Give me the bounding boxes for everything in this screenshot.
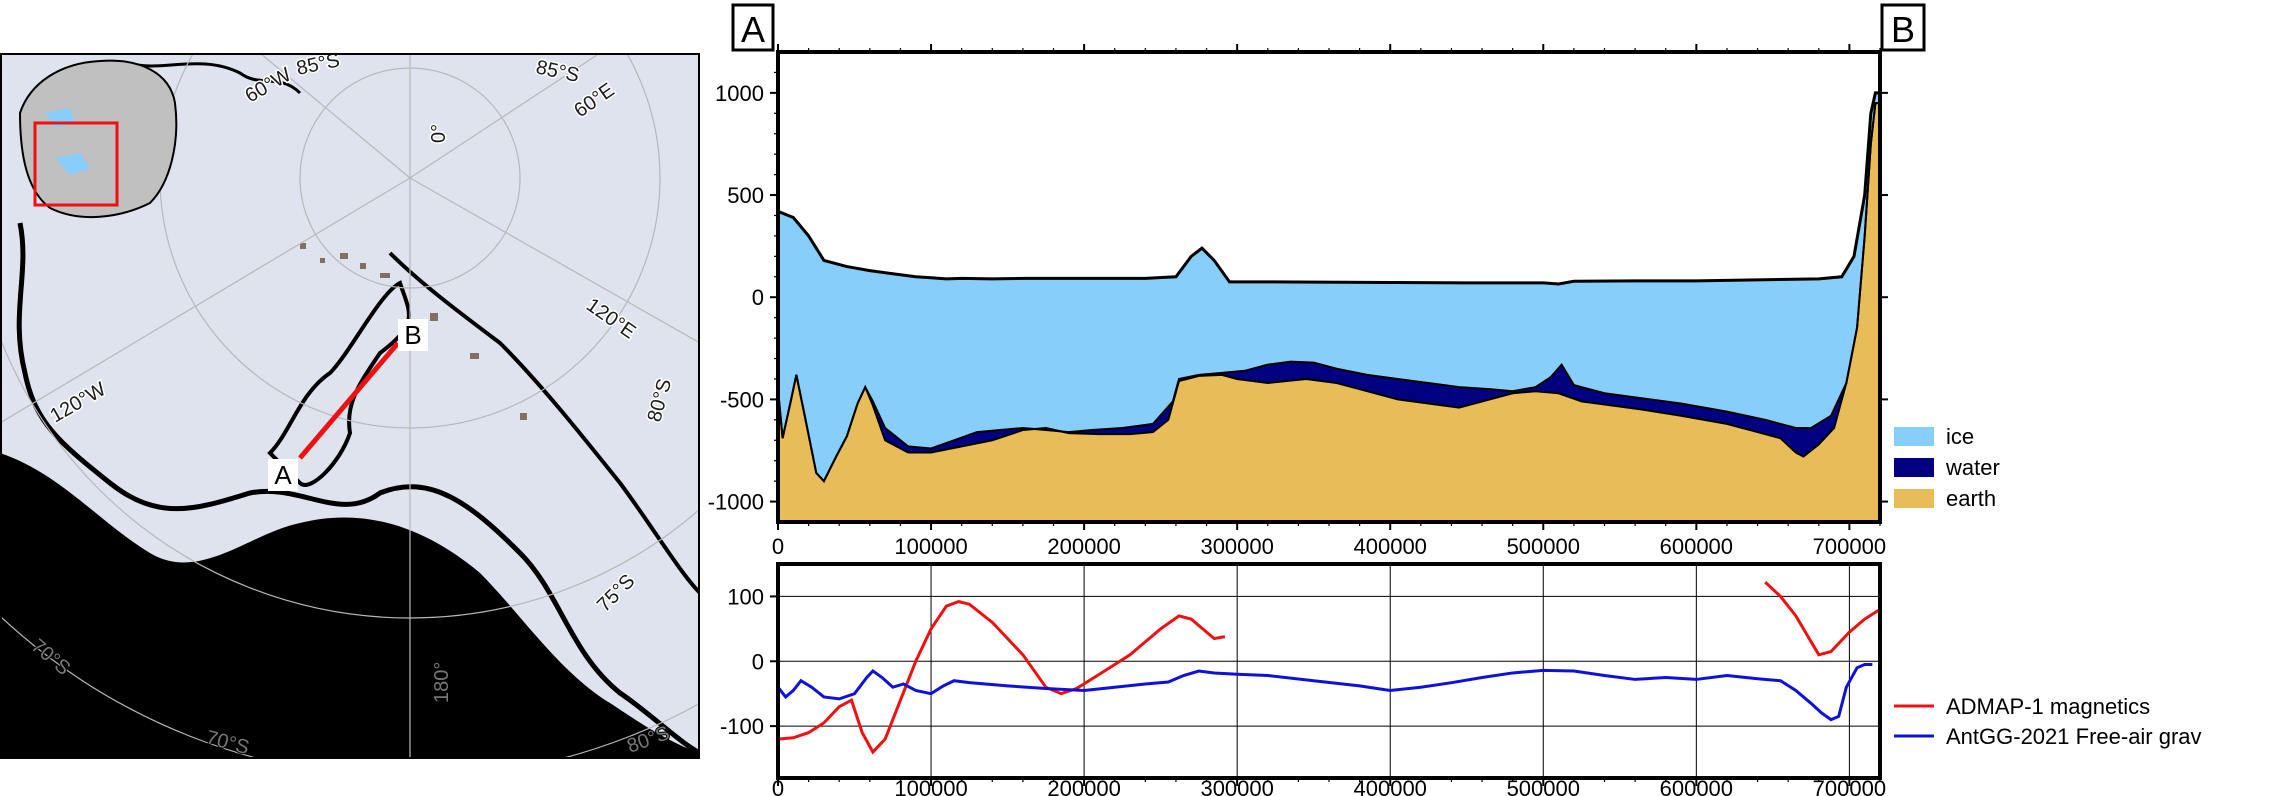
- legend-swatch-water: [1894, 458, 1934, 477]
- ice-layer: [778, 92, 1880, 482]
- x-tick-label: 200000: [1047, 776, 1120, 796]
- legend-label-0: ADMAP-1 magnetics: [1946, 694, 2150, 719]
- legend-label-1: AntGG-2021 Free-air grav: [1946, 724, 2202, 749]
- profile-label-b: B: [398, 319, 428, 351]
- x-tick-label: 700000: [1813, 776, 1886, 796]
- lon-label-180: 180°: [431, 662, 453, 703]
- series-line-gravity-0: [778, 663, 1873, 722]
- cross-section-chart: 0 100000 200000 300000 400000 500000 600000 700…: [708, 44, 2000, 559]
- series-line-magnetics-0: [778, 600, 1226, 755]
- y-tick-label: -100: [720, 714, 764, 739]
- y-tick-label: 1000: [715, 81, 764, 106]
- antarctica-inset-icon: [18, 59, 178, 218]
- x-tick-label: 500000: [1507, 776, 1580, 796]
- coastline: [16, 222, 700, 756]
- profile-label-a: A: [268, 459, 298, 491]
- legend-swatch-earth: [1894, 489, 1934, 508]
- x-tick-label: 400000: [1354, 776, 1427, 796]
- y-tick-label: -500: [720, 387, 764, 412]
- x-tick-label: 400000: [1354, 534, 1427, 559]
- legend-swatch-ice: [1894, 427, 1934, 446]
- x-tick-label: 0: [772, 776, 784, 796]
- coastline-east: [388, 251, 700, 595]
- rock-outcrops: [300, 243, 527, 420]
- svg-text:B: B: [404, 320, 421, 350]
- earth-layer: [778, 103, 1880, 522]
- legend-label-earth: earth: [1946, 486, 1996, 511]
- x-tick-label: 500000: [1507, 534, 1580, 559]
- anomaly-chart: 0 100000 200000 300000 400000 500000 600000 700…: [720, 562, 2202, 796]
- profile-line: [298, 341, 400, 460]
- series-group: [778, 581, 1880, 755]
- map-frame: [0, 53, 700, 759]
- x-tick-label: 600000: [1660, 776, 1733, 796]
- graticule: [0, 53, 700, 759]
- bed-line: [778, 102, 1880, 483]
- svg-text:B: B: [1891, 9, 1915, 50]
- ocean-area: [0, 453, 700, 759]
- y-tick-label: 0: [752, 649, 764, 674]
- x-tick-label: 700000: [1813, 534, 1886, 559]
- y-tick-label: 0: [752, 285, 764, 310]
- map-panel: 85°S 85°S 60°W 60°E 0° 120°E 120°W 80°S …: [0, 53, 700, 759]
- legend-label-ice: ice: [1946, 424, 1974, 449]
- inset-extent-box: [33, 121, 119, 207]
- x-tick-label: 300000: [1200, 534, 1273, 559]
- series-line-magnetics-1: [1764, 581, 1880, 657]
- x-tick-label: 600000: [1660, 534, 1733, 559]
- x-tick-label: 0: [772, 534, 784, 559]
- y-tick-label: -1000: [708, 490, 764, 515]
- coastline-north: [129, 61, 302, 95]
- x-tick-label: 200000: [1047, 534, 1120, 559]
- corner-label-a: A: [731, 3, 775, 52]
- svg-text:A: A: [741, 9, 765, 50]
- corner-label-b: B: [1880, 3, 1926, 52]
- lon-label-0: 0°: [428, 124, 450, 143]
- x-tick-label: 100000: [894, 534, 967, 559]
- coastline-grounding: [267, 280, 411, 487]
- x-tick-label: 300000: [1200, 776, 1273, 796]
- surface-line: [778, 91, 1880, 286]
- x-tick-label: 100000: [894, 776, 967, 796]
- y-tick-label: 100: [727, 584, 764, 609]
- svg-text:A: A: [274, 460, 292, 490]
- legend-label-water: water: [1945, 455, 2000, 480]
- y-tick-label: 500: [727, 183, 764, 208]
- layers: [778, 91, 1880, 522]
